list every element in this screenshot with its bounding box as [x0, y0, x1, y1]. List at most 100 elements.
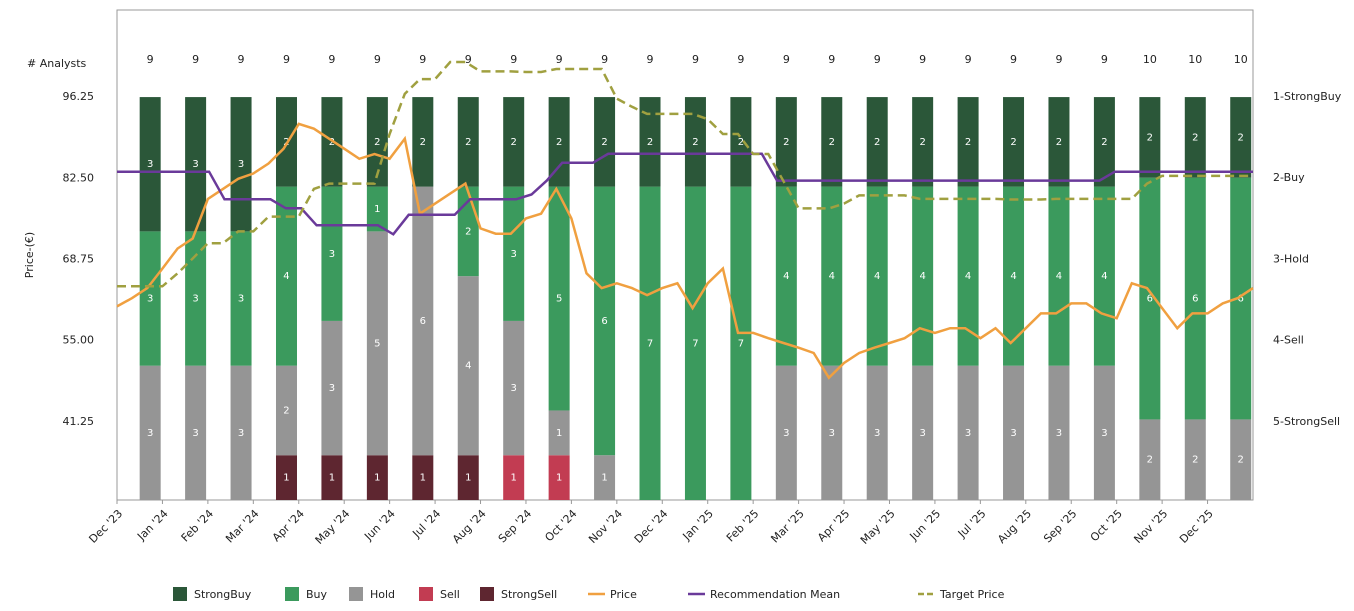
y2-tick-label: 2-Buy — [1273, 171, 1305, 184]
segment-label: 7 — [647, 338, 653, 349]
bar-segment — [639, 186, 661, 501]
segment-label: 2 — [1010, 137, 1016, 148]
x-tick-label: May '25 — [858, 507, 898, 547]
legend-swatch — [285, 587, 299, 601]
segment-label: 5 — [374, 338, 380, 349]
bar-segment — [1048, 186, 1070, 366]
bar-segment — [1230, 177, 1252, 420]
bar-segment — [230, 231, 252, 366]
bar-segment — [684, 97, 706, 187]
bar-segment — [912, 365, 934, 500]
bar-segment — [548, 410, 570, 456]
segment-label: 2 — [420, 137, 426, 148]
analyst-count: 9 — [601, 53, 608, 66]
bar-segment — [957, 186, 979, 366]
bar-segment — [1230, 97, 1252, 178]
segment-label: 3 — [238, 159, 244, 170]
segment-label: 6 — [1238, 294, 1244, 305]
segment-label: 2 — [1101, 137, 1107, 148]
bar-segment — [775, 365, 797, 500]
analyst-count: 9 — [1010, 53, 1017, 66]
segment-label: 2 — [874, 137, 880, 148]
bar-segment — [321, 320, 343, 456]
analyst-count: 9 — [737, 53, 744, 66]
segment-label: 1 — [329, 473, 335, 484]
y2-tick-label: 3-Hold — [1273, 252, 1309, 265]
segment-label: 2 — [1238, 132, 1244, 143]
analyst-count: 9 — [783, 53, 790, 66]
analyst-count: 9 — [147, 53, 154, 66]
bar-segment — [548, 186, 570, 411]
bar-segment — [821, 365, 843, 500]
bar-segment — [139, 365, 161, 500]
bar-segment — [457, 455, 479, 500]
bar-segment — [503, 186, 525, 321]
y-tick-label: 96.25 — [63, 90, 95, 103]
segment-label: 7 — [692, 338, 698, 349]
bar-segment — [957, 97, 979, 187]
x-tick-label: Feb '24 — [179, 507, 216, 544]
x-tick-label: Dec '24 — [632, 507, 671, 546]
segment-label: 4 — [874, 271, 880, 282]
segment-label: 3 — [511, 249, 517, 260]
legend-label: Target Price — [939, 588, 1005, 601]
bar-segment — [866, 186, 888, 366]
segment-label: 2 — [511, 137, 517, 148]
bar-segment — [866, 97, 888, 187]
segment-label: 3 — [919, 428, 925, 439]
bar-segment — [139, 231, 161, 366]
bar-segment — [503, 455, 525, 500]
segment-label: 2 — [465, 137, 471, 148]
x-tick-label: May '24 — [313, 507, 353, 547]
bar-segment — [321, 455, 343, 500]
bar-segment — [503, 320, 525, 456]
bar-segment — [1003, 365, 1025, 500]
y-axis-label: Price-(€) — [23, 232, 36, 278]
bar-segment — [775, 97, 797, 187]
x-tick-label: Feb '25 — [724, 507, 761, 544]
y2-tick-label: 4-Sell — [1273, 334, 1304, 347]
bar-segment — [457, 276, 479, 456]
x-tick-label: Oct '25 — [1088, 507, 1125, 544]
x-tick-label: Nov '25 — [1131, 507, 1170, 546]
x-tick-label: Sep '25 — [1041, 507, 1079, 545]
segment-label: 2 — [374, 137, 380, 148]
x-tick-label: Apr '25 — [815, 507, 852, 544]
legend-swatch — [480, 587, 494, 601]
bar-segment — [1093, 365, 1115, 500]
segment-label: 1 — [511, 473, 517, 484]
bar-segment — [639, 97, 661, 187]
segment-label: 5 — [556, 294, 562, 305]
segment-label: 1 — [556, 428, 562, 439]
bar-segment — [866, 365, 888, 500]
segment-label: 2 — [965, 137, 971, 148]
bar-segment — [775, 186, 797, 366]
segment-label: 3 — [1010, 428, 1016, 439]
segment-label: 2 — [1056, 137, 1062, 148]
line-series — [117, 152, 1253, 236]
bar-segment — [366, 186, 388, 232]
y-tick-label: 55.00 — [63, 334, 95, 347]
bar-segment — [366, 455, 388, 500]
segment-label: 3 — [192, 294, 198, 305]
segment-label: 4 — [1010, 271, 1016, 282]
bar-segment — [503, 97, 525, 187]
segment-label: 1 — [420, 473, 426, 484]
segment-label: 1 — [465, 473, 471, 484]
segment-label: 6 — [1147, 294, 1153, 305]
line-series — [116, 122, 1254, 380]
legend-swatch — [349, 587, 363, 601]
segment-label: 3 — [238, 428, 244, 439]
segment-label: 2 — [829, 137, 835, 148]
bar-segment — [412, 455, 434, 500]
x-tick-label: Nov '24 — [586, 507, 625, 546]
legend-label: Hold — [370, 588, 395, 601]
segment-label: 2 — [783, 137, 789, 148]
bar-segment — [230, 97, 252, 232]
legend-swatch — [173, 587, 187, 601]
x-tick-label: Apr '24 — [270, 507, 307, 544]
segment-label: 1 — [374, 204, 380, 215]
x-tick-label: Jun '24 — [361, 507, 398, 544]
bar-segment — [548, 97, 570, 187]
analyst-count: 9 — [965, 53, 972, 66]
